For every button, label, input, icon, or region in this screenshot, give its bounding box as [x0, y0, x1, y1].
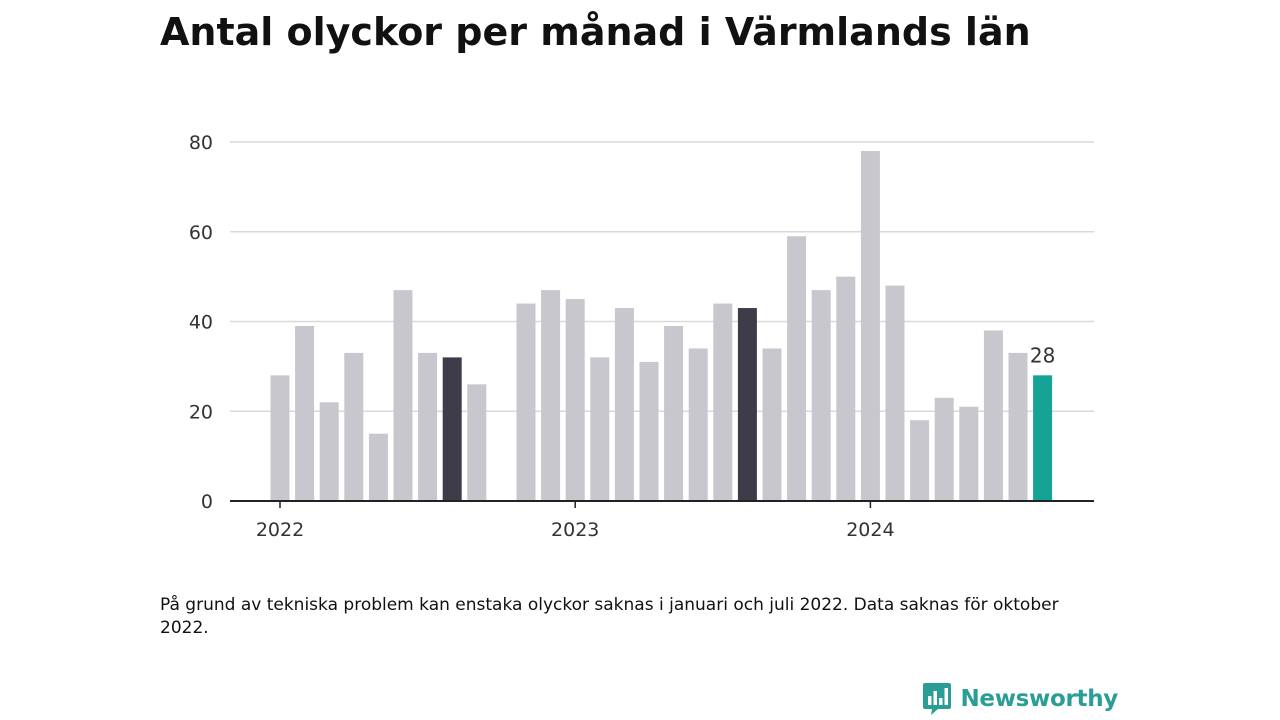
newsworthy-logo-icon — [923, 683, 952, 715]
footnote: På grund av tekniska problem kan enstaka… — [160, 595, 1059, 638]
y-tick-label: 0 — [201, 491, 213, 513]
bar — [368, 433, 388, 501]
y-tick-label: 40 — [189, 312, 213, 334]
bar — [959, 406, 979, 501]
bar — [860, 150, 880, 501]
x-axis: 2022 2023 2024 — [230, 500, 1094, 541]
bar — [836, 276, 856, 501]
bar — [614, 308, 634, 501]
bar — [344, 352, 364, 501]
bar — [713, 303, 733, 501]
bar — [639, 361, 659, 501]
bar — [1008, 352, 1028, 501]
x-tick-label: 2023 — [551, 519, 599, 541]
x-tick-label: 2024 — [846, 519, 894, 541]
bar — [1033, 375, 1053, 501]
bar — [319, 402, 339, 501]
data-labels: 28 — [1030, 343, 1055, 367]
bar — [516, 303, 536, 501]
bar — [541, 290, 561, 501]
y-tick-label: 80 — [189, 132, 213, 154]
bar — [737, 308, 757, 501]
bar — [983, 330, 1003, 501]
chart-title: Antal olyckor per månad i Värmlands län — [160, 10, 1031, 54]
bar — [885, 285, 905, 501]
bars — [270, 150, 1053, 502]
bar — [565, 299, 585, 501]
x-tick-label: 2022 — [256, 519, 304, 541]
brand-name: Newsworthy — [960, 686, 1118, 712]
bar — [467, 384, 487, 501]
y-tick-label: 20 — [189, 401, 213, 423]
bar — [393, 290, 413, 501]
y-tick-labels: 0 20 40 60 80 — [189, 132, 213, 513]
bar — [811, 290, 831, 501]
bar — [688, 348, 708, 501]
brand-logo: Newsworthy — [922, 682, 1118, 716]
data-label: 28 — [1030, 343, 1055, 367]
bar — [934, 397, 954, 501]
bar — [590, 357, 610, 501]
bar — [664, 325, 684, 501]
bar — [787, 236, 807, 502]
bar — [910, 420, 930, 501]
bar — [270, 375, 290, 501]
bar — [295, 325, 315, 501]
y-tick-label: 60 — [189, 222, 213, 244]
bar — [442, 357, 462, 501]
bar — [762, 348, 782, 501]
bar — [418, 352, 438, 501]
